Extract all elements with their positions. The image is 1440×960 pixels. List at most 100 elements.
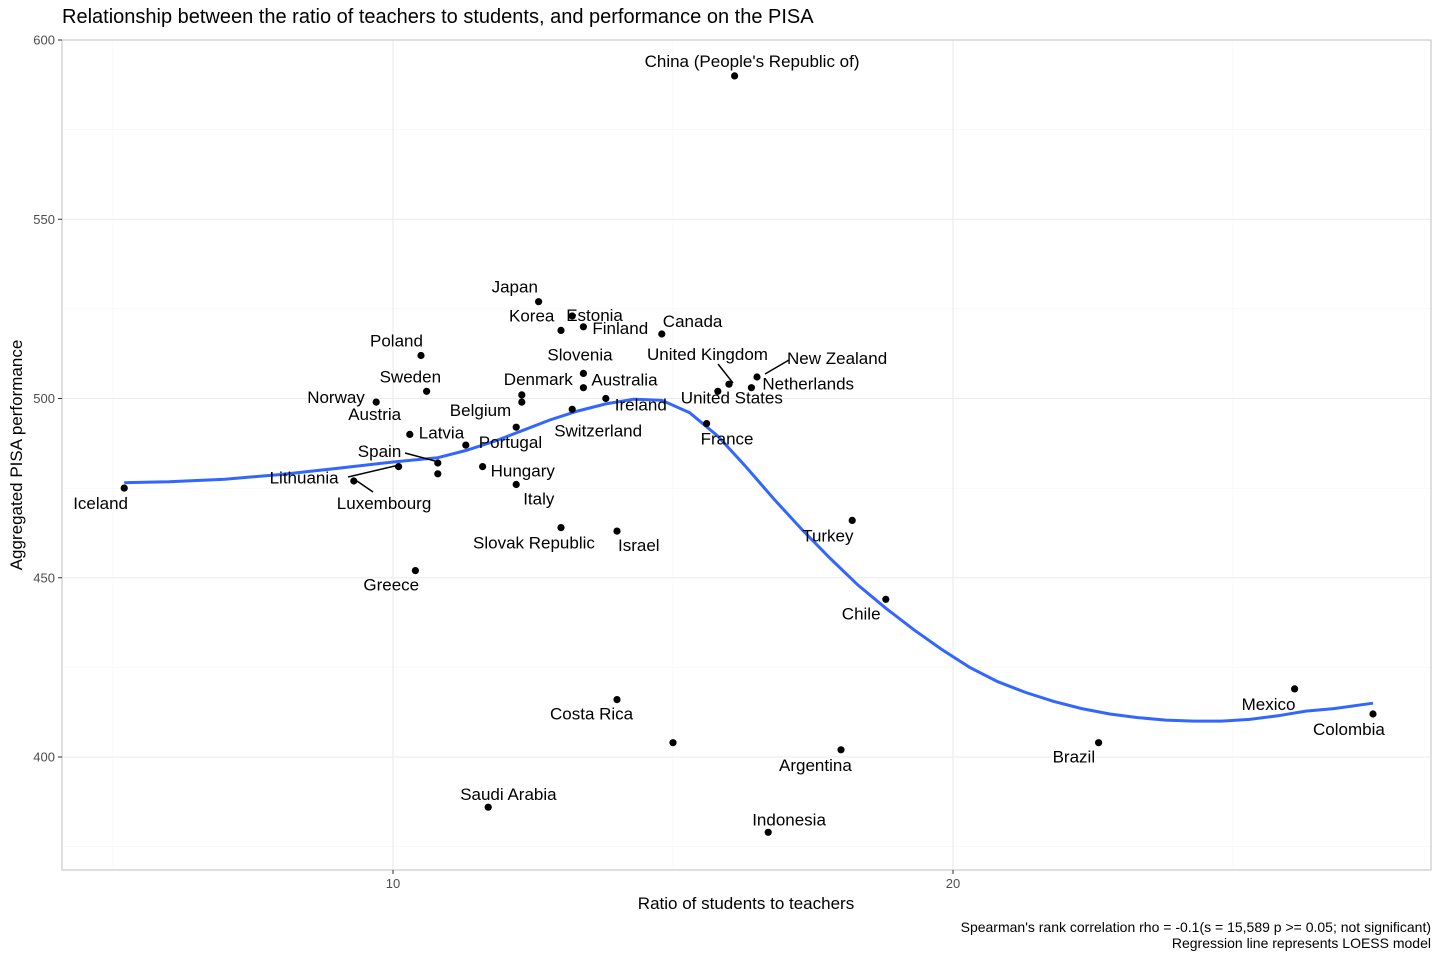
label-latvia: Latvia	[419, 423, 465, 442]
caption-spearman: Spearman's rank correlation rho = -0.1(s…	[961, 919, 1431, 935]
point-luxembourg	[350, 477, 358, 485]
label-austria: Austria	[348, 405, 401, 424]
label-denmark: Denmark	[504, 370, 573, 389]
label-united-states: United States	[681, 388, 783, 407]
point-new-zealand	[753, 373, 761, 381]
label-saudi-arabia: Saudi Arabia	[460, 785, 557, 804]
label-spain: Spain	[358, 442, 401, 461]
point-unlabeled	[669, 739, 677, 747]
label-chile: Chile	[842, 604, 881, 623]
point-italy	[512, 480, 520, 489]
label-netherlands: Netherlands	[762, 375, 854, 394]
point-korea	[557, 326, 565, 334]
label-italy: Italy	[523, 490, 555, 509]
point-argentina	[837, 746, 845, 754]
label-leader-lines	[347, 359, 790, 493]
point-china-people-s-republic-of	[731, 72, 739, 80]
label-brazil: Brazil	[1053, 748, 1096, 767]
label-indonesia: Indonesia	[752, 810, 826, 829]
point-denmark	[518, 391, 526, 399]
point-poland	[417, 351, 425, 360]
leader-line-spain	[404, 452, 436, 462]
point-iceland	[120, 484, 128, 492]
point-ireland	[602, 394, 610, 403]
data-points	[120, 72, 1377, 836]
point-costa-rica	[613, 696, 621, 704]
label-hungary: Hungary	[491, 462, 556, 481]
point-slovenia	[579, 369, 588, 377]
point-latvia	[406, 430, 414, 438]
label-slovak-republic: Slovak Republic	[473, 534, 595, 553]
grid	[62, 39, 1431, 870]
point-australia	[579, 384, 588, 392]
point-spain	[434, 459, 442, 467]
panel-border	[61, 39, 1432, 871]
label-israel: Israel	[618, 536, 660, 555]
point-canada	[658, 330, 666, 338]
label-slovenia: Slovenia	[547, 345, 613, 364]
point-norway	[372, 398, 380, 406]
point-chile	[882, 595, 890, 603]
label-china-people-s-republic-of: China (People's Republic of)	[645, 52, 860, 71]
point-hungary	[479, 463, 487, 471]
label-korea: Korea	[509, 306, 555, 325]
x-tick-label: 20	[946, 876, 960, 891]
point-saudi-arabia	[484, 803, 492, 811]
y-axis-title: Aggregated PISA performance	[7, 340, 26, 571]
x-axis-title: Ratio of students to teachers	[638, 894, 854, 913]
point-belgium	[518, 398, 526, 406]
label-argentina: Argentina	[779, 756, 852, 775]
point-japan	[535, 298, 543, 306]
label-japan: Japan	[492, 278, 538, 297]
point-turkey	[848, 516, 856, 525]
label-mexico: Mexico	[1242, 695, 1296, 714]
loess-regression-line	[124, 397, 1374, 723]
leader-line-lithuania	[347, 464, 400, 478]
chart-title: Relationship between the ratio of teache…	[62, 6, 814, 28]
label-greece: Greece	[363, 576, 419, 595]
label-australia: Australia	[591, 371, 658, 390]
label-costa-rica: Costa Rica	[550, 705, 634, 724]
y-tick-label: 450	[33, 570, 55, 585]
leader-line-united-kingdom	[717, 363, 734, 384]
y-tick-label: 400	[33, 750, 55, 765]
label-switzerland: Switzerland	[554, 421, 642, 440]
point-netherlands	[747, 384, 756, 392]
point-portugal	[462, 441, 470, 449]
label-belgium: Belgium	[450, 401, 511, 420]
label-new-zealand: New Zealand	[787, 349, 887, 368]
label-finland: Finland	[592, 319, 648, 338]
leader-line-luxembourg	[356, 480, 374, 493]
point-lithuania	[395, 463, 403, 471]
x-tick-label: 10	[386, 876, 400, 891]
label-united-kingdom: United Kingdom	[647, 345, 768, 364]
point-israel	[613, 527, 621, 535]
y-tick-label: 600	[33, 33, 55, 48]
label-colombia: Colombia	[1313, 720, 1385, 739]
point-estonia	[568, 312, 576, 320]
y-tick-label: 550	[33, 212, 55, 227]
label-luxembourg: Luxembourg	[337, 494, 432, 513]
point-labels: China (People's Republic of) Japan Estonia…	[73, 52, 1385, 829]
label-norway: Norway	[307, 388, 365, 407]
label-turkey: Turkey	[802, 526, 854, 545]
point-mexico	[1291, 685, 1299, 693]
point-austria	[512, 423, 520, 431]
label-sweden: Sweden	[380, 367, 441, 386]
point-unlabeled	[434, 470, 442, 478]
point-brazil	[1095, 739, 1103, 747]
label-lithuania: Lithuania	[270, 469, 340, 488]
point-indonesia	[764, 828, 772, 836]
leader-line-new-zealand	[764, 359, 790, 375]
label-poland: Poland	[370, 332, 423, 351]
label-estonia: Estonia	[566, 306, 623, 325]
label-canada: Canada	[663, 312, 723, 331]
point-colombia	[1369, 710, 1377, 718]
point-united-kingdom	[725, 380, 733, 388]
y-axis: 400 450 500 550 600	[33, 33, 62, 765]
y-tick-label: 500	[33, 391, 55, 406]
point-france	[703, 420, 711, 428]
point-switzerland	[568, 405, 576, 413]
point-slovak-republic	[557, 524, 565, 532]
